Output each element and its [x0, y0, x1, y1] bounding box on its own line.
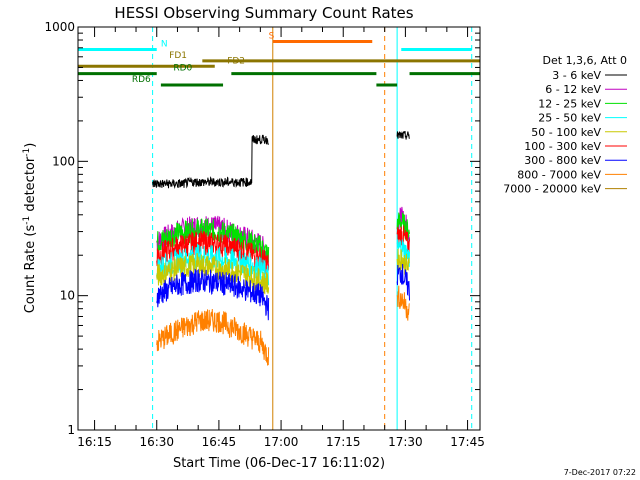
x-tick-label-1: 16:30 [139, 435, 174, 449]
flag-bars: N S FD1 FD2 RD0 RD6 [78, 31, 480, 87]
series-7-segment-0 [156, 308, 270, 366]
legend-label-0: 3 - 6 keV [552, 69, 601, 82]
x-axis-ticks: 16:15 16:30 16:45 17:00 17:15 17:30 17:45 [77, 27, 485, 449]
flag-rd6-label: RD6 [132, 75, 151, 85]
y-label-sup1: -1 [22, 216, 32, 225]
y-tick-label-1: 10 [60, 289, 75, 303]
flag-n-label: N [161, 39, 168, 49]
legend-label-6: 300 - 800 keV [524, 154, 601, 167]
x-axis-label: Start Time (06-Dec-17 16:11:02) [173, 456, 385, 471]
flag-fd1-label: FD1 [169, 51, 187, 61]
series-3-segment-0 [156, 243, 270, 286]
y-label-main: Count Rate (s [23, 225, 38, 314]
x-tick-label-4: 17:15 [326, 435, 361, 449]
y-axis-ticks: 1 10 100 1000 [44, 20, 480, 437]
legend-title: Det 1,3,6, Att 0 [543, 54, 627, 67]
footer-date: 7-Dec-2017 07:22 [564, 468, 636, 477]
x-tick-label-0: 16:15 [77, 435, 112, 449]
y-tick-label-2: 100 [52, 154, 75, 168]
x-tick-label-3: 17:00 [264, 435, 299, 449]
plot-frame [77, 26, 481, 431]
legend-label-8: 7000 - 20000 keV [503, 183, 601, 196]
flag-fd2-label: FD2 [227, 56, 245, 66]
series-6-segment-0 [156, 268, 270, 321]
y-label-mid: detector [23, 156, 38, 216]
series-0-segment-1 [396, 131, 410, 140]
flag-s-label: S [269, 31, 275, 41]
axes [77, 26, 481, 431]
flag-rd0-label: RD0 [173, 64, 192, 74]
y-label-end: ) [23, 143, 38, 148]
time-markers [77, 27, 473, 430]
legend-label-7: 800 - 7000 keV [517, 168, 601, 181]
series-2-segment-1 [396, 212, 410, 241]
series-6-segment-1 [396, 263, 410, 301]
y-label-sup2: -1 [22, 148, 32, 157]
legend-label-5: 100 - 300 keV [524, 140, 601, 153]
x-tick-label-5: 17:30 [388, 435, 423, 449]
series-3-segment-1 [396, 239, 410, 267]
legend-label-1: 6 - 12 keV [545, 83, 601, 96]
x-tick-label-2: 16:45 [202, 435, 237, 449]
series-4-segment-1 [396, 248, 410, 277]
x-tick-label-6: 17:45 [450, 435, 485, 449]
series-7-segment-1 [396, 285, 410, 321]
legend-label-3: 25 - 50 keV [538, 112, 601, 125]
y-tick-label-3: 1000 [44, 20, 75, 34]
chart-title: HESSI Observing Summary Count Rates [114, 4, 413, 22]
series-lines [152, 131, 410, 366]
series-0-segment-0 [152, 134, 270, 189]
y-axis-label: Count Rate (s-1 detector-1) [22, 143, 38, 314]
y-tick-label-0: 1 [67, 423, 75, 437]
legend-label-4: 50 - 100 keV [531, 126, 601, 139]
series-5-segment-0 [156, 230, 270, 275]
legend-label-2: 12 - 25 keV [538, 97, 601, 110]
